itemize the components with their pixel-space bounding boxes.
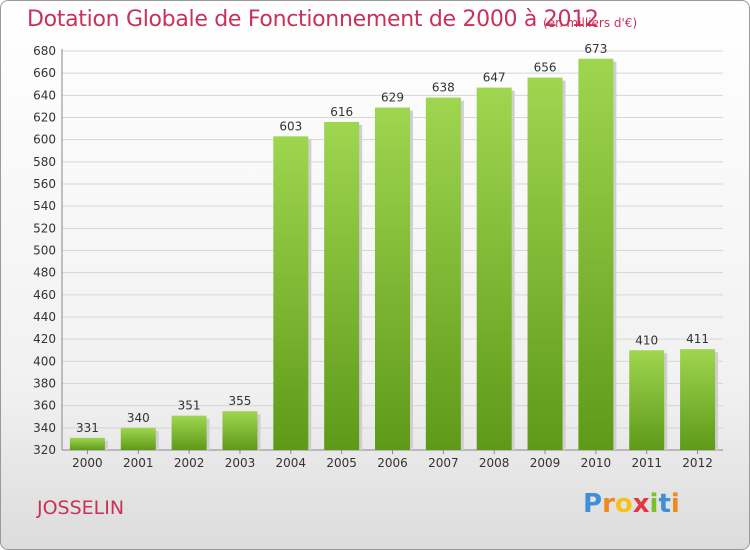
logo-letter: x: [632, 489, 650, 519]
x-tick-label: 2005: [326, 456, 357, 470]
commune-name: JOSSELIN: [37, 497, 125, 519]
x-tick-label: 2002: [174, 456, 205, 470]
x-tick-label: 2010: [581, 456, 612, 470]
bar: [171, 415, 207, 450]
y-tick-label: 620: [33, 111, 56, 125]
y-tick-label: 540: [33, 199, 56, 213]
bar: [425, 97, 461, 451]
y-tick-label: 320: [33, 443, 56, 457]
y-tick-label: 440: [33, 310, 56, 324]
bar: [324, 121, 360, 450]
data-label: 673: [584, 42, 607, 56]
data-label: 355: [229, 394, 252, 408]
x-tick-label: 2006: [377, 456, 408, 470]
bar: [476, 87, 512, 450]
data-label: 616: [330, 105, 353, 119]
proxiti-logo: Proxiti: [583, 489, 680, 519]
y-tick-label: 640: [33, 88, 56, 102]
bar: [578, 58, 614, 451]
y-tick-label: 380: [33, 377, 56, 391]
y-tick-label: 400: [33, 354, 56, 368]
logo-letter: o: [614, 489, 633, 519]
y-tick-label: 360: [33, 399, 56, 413]
data-label: 638: [432, 81, 455, 95]
chart-unit: (en milliers d'€): [543, 16, 638, 30]
x-tick-label: 2000: [72, 456, 103, 470]
x-tick-label: 2008: [479, 456, 510, 470]
x-tick-label: 2001: [123, 456, 154, 470]
x-tick-label: 2007: [428, 456, 459, 470]
data-label: 629: [381, 91, 404, 105]
bar: [375, 107, 410, 451]
bar: [527, 77, 563, 450]
data-label: 411: [686, 332, 709, 346]
chart-title: Dotation Globale de Fonctionnement de 20…: [27, 7, 599, 32]
bar: [120, 427, 156, 450]
x-tick-label: 2003: [225, 456, 256, 470]
y-tick-label: 580: [33, 155, 56, 169]
data-label: 603: [279, 119, 302, 133]
bar: [222, 411, 258, 450]
data-label: 351: [178, 399, 201, 413]
y-tick-label: 500: [33, 244, 56, 258]
x-tick-label: 2011: [631, 456, 662, 470]
logo-letter: i: [670, 489, 680, 519]
logo-letter: i: [649, 489, 659, 519]
x-tick-label: 2009: [530, 456, 561, 470]
logo-letter: P: [583, 489, 603, 519]
y-tick-label: 340: [33, 421, 56, 435]
y-tick-label: 680: [33, 44, 56, 58]
x-tick-label: 2012: [682, 456, 713, 470]
bar: [273, 136, 309, 450]
logo-letter: t: [658, 489, 671, 519]
bar: [680, 349, 716, 450]
data-label: 331: [76, 421, 99, 435]
bar: [629, 350, 665, 450]
bar: [69, 437, 105, 450]
y-tick-label: 480: [33, 266, 56, 280]
x-tick-label: 2004: [276, 456, 307, 470]
data-label: 410: [635, 333, 658, 347]
y-tick-label: 660: [33, 66, 56, 80]
data-label: 656: [534, 61, 557, 75]
y-tick-label: 560: [33, 177, 56, 191]
y-tick-label: 460: [33, 288, 56, 302]
data-label: 340: [127, 411, 150, 425]
data-label: 647: [483, 71, 506, 85]
y-tick-label: 520: [33, 221, 56, 235]
y-tick-label: 600: [33, 133, 56, 147]
logo-letter: r: [602, 489, 615, 519]
y-tick-label: 420: [33, 332, 56, 346]
